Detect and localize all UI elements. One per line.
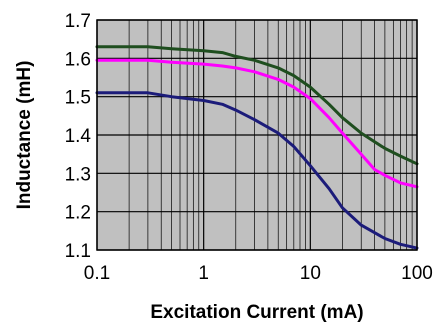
x-axis-tick-labels: 0.1 1 10 100 [84,263,433,284]
x-axis-title: Excitation Current (mA) [150,302,363,323]
y-axis-title: Inductance (mH) [14,61,35,210]
series-line-1 [95,45,419,166]
y-tick-label: 1.1 [65,241,91,262]
x-tick-label: 10 [300,263,321,284]
series-line-3 [95,91,419,250]
y-tick-label: 1.5 [65,88,91,109]
series-lines [95,45,419,250]
series-line-2 [95,58,419,189]
y-tick-label: 1.3 [65,164,91,185]
x-tick-label: 100 [401,263,433,284]
y-tick-label: 1.7 [65,11,91,32]
y-tick-label: 1.6 [65,49,91,70]
y-axis-tick-labels: 1.1 1.2 1.3 1.4 1.5 1.6 1.7 [65,11,92,262]
x-tick-label: 1 [198,263,209,284]
x-tick-label: 0.1 [84,263,110,284]
plot-area-border [96,19,418,251]
y-tick-label: 1.4 [65,126,92,147]
y-tick-label: 1.2 [65,203,91,224]
